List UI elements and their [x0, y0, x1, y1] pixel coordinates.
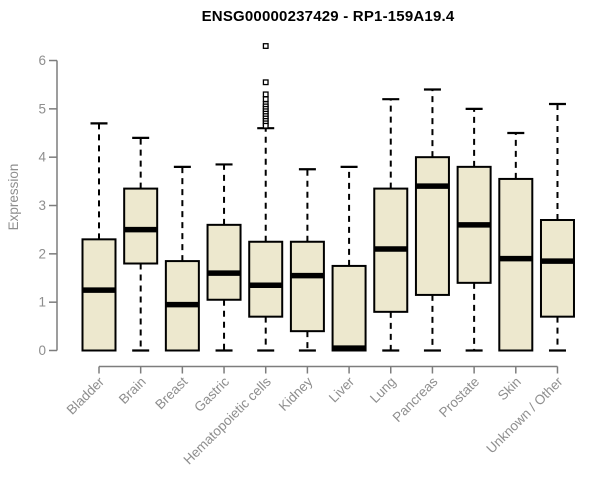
outlier-point [262, 122, 269, 129]
boxplot-lung [373, 98, 409, 352]
x-category-label: Prostate [436, 374, 482, 420]
x-category-label: Skin [495, 374, 524, 403]
x-category-label: Kidney [276, 374, 316, 414]
box-iqr [123, 187, 159, 265]
y-tick-label: 4 [38, 150, 46, 165]
y-tick-label: 2 [38, 246, 46, 261]
x-category-label: Pancreas [390, 374, 441, 425]
box-iqr [81, 238, 117, 352]
box-iqr [539, 219, 575, 318]
y-tick-label: 0 [38, 343, 46, 358]
box-iqr [498, 177, 534, 352]
x-category-label: Lung [367, 374, 399, 406]
boxplot-gastric [206, 163, 242, 352]
x-category-label: Liver [326, 374, 358, 406]
outlier-point [262, 79, 269, 86]
boxplot-hematopoietic-cells [248, 43, 284, 352]
box-iqr [206, 223, 242, 301]
y-tick-label: 1 [38, 295, 46, 310]
outlier-point [262, 91, 269, 98]
boxplot-breast [164, 165, 200, 352]
outlier-point [262, 43, 269, 49]
boxplot-liver [331, 165, 367, 352]
boxplot-prostate [456, 107, 492, 352]
boxplot-kidney [289, 168, 325, 352]
boxplot-unknown-other [539, 102, 575, 352]
y-tick-label: 3 [38, 198, 46, 213]
outlier-point [262, 96, 269, 103]
boxplot-skin [498, 131, 534, 352]
x-category-label: Unknown / Other [483, 374, 566, 457]
boxplot-bladder [81, 122, 117, 352]
x-category-label: Brain [116, 374, 149, 407]
box-iqr [414, 156, 450, 296]
y-tick-label: 6 [38, 53, 46, 68]
boxplot-brain [123, 136, 159, 352]
chart-title: ENSG00000237429 - RP1-159A19.4 [201, 8, 455, 25]
x-category-label: Breast [152, 374, 190, 412]
box-iqr [289, 240, 325, 333]
x-category-label: Gastric [191, 374, 232, 415]
box-iqr [248, 240, 284, 318]
boxplot-pancreas [414, 88, 450, 352]
y-axis: 0 1 2 3 4 5 6 [38, 53, 58, 358]
x-category-label: Bladder [64, 374, 108, 418]
box-iqr [331, 264, 367, 352]
y-tick-label: 5 [38, 101, 46, 116]
